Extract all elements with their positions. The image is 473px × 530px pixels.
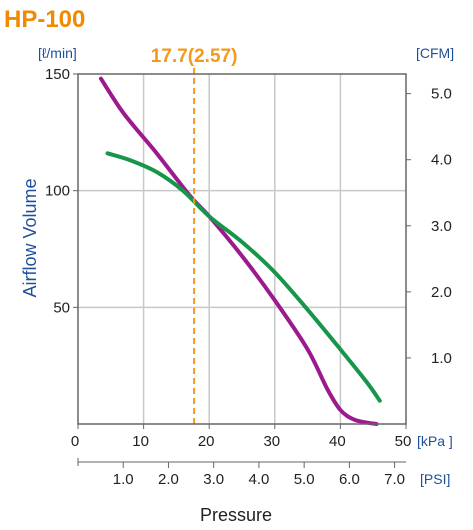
y-tick-label: 50 (53, 299, 70, 316)
x2-tick-label: 3.0 (203, 471, 224, 488)
series-lines (98, 76, 382, 426)
y-tick-label: 150 (45, 66, 70, 83)
x-tick-label: 40 (329, 433, 346, 450)
x2-tick-label: 4.0 (248, 471, 269, 488)
y-tick-label: 100 (45, 183, 70, 200)
x-axis-title: Pressure (200, 505, 272, 525)
y2-axis-unit-label: [CFM] (416, 45, 454, 61)
series-line-1 (98, 76, 379, 426)
x-tick-label: 30 (263, 433, 280, 450)
x2-tick-label: 1.0 (113, 471, 134, 488)
y2-tick-label: 2.0 (431, 284, 452, 301)
grid-lines (78, 74, 406, 424)
y2-tick-label: 3.0 (431, 218, 452, 235)
x-tick-label: 10 (132, 433, 149, 450)
x-axis-ticks: 0 10 20 30 40 50 (71, 424, 412, 450)
series-line-2 (105, 151, 382, 403)
y-axis-unit-label: [ℓ/min] (38, 45, 77, 61)
x2-axis-unit-label: [PSI] (420, 471, 450, 487)
y2-tick-label: 5.0 (431, 86, 452, 103)
chart-title: HP-100 (4, 6, 85, 33)
x2-tick-label: 7.0 (384, 471, 405, 488)
x-tick-label: 50 (395, 433, 412, 450)
x-axis-unit-label: [kPa ] (417, 433, 453, 449)
y2-tick-label: 4.0 (431, 152, 452, 169)
x2-tick-label: 5.0 (294, 471, 315, 488)
x-tick-label: 20 (198, 433, 215, 450)
x2-axis: 1.0 2.0 3.0 4.0 5.0 6.0 7.0 (77, 458, 406, 488)
y2-tick-label: 1.0 (431, 350, 452, 367)
marker-value-label: 17.7(2.57) (151, 46, 238, 67)
y-axis-title: Airflow Volume (20, 178, 40, 297)
y2-axis-ticks: 1.0 2.0 3.0 4.0 5.0 (406, 86, 452, 367)
x-tick-label: 0 (71, 433, 79, 450)
y-axis-ticks: 50 100 150 (45, 66, 78, 316)
x2-tick-label: 2.0 (158, 471, 179, 488)
plot-frame (77, 73, 407, 425)
x2-tick-label: 6.0 (339, 471, 360, 488)
